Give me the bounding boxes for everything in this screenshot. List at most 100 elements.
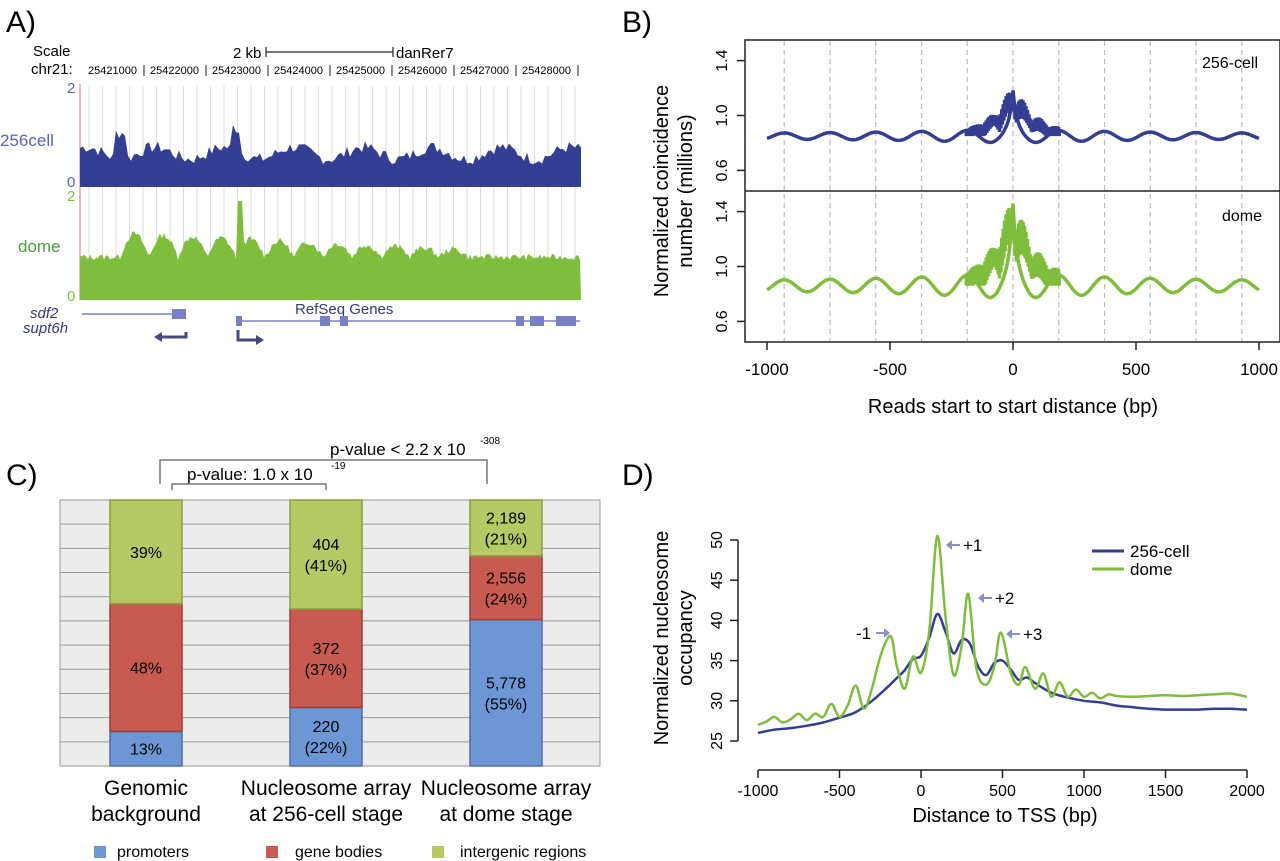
category-label: Genomic xyxy=(104,777,188,800)
bar-value-label: 372 xyxy=(313,641,340,658)
bar-segment-promoters xyxy=(109,730,183,767)
track-dome-area xyxy=(80,201,581,300)
track2-ymax: 2 xyxy=(67,188,75,205)
bar-value-label: 48% xyxy=(130,661,162,678)
category-label: Nucleosome array xyxy=(421,777,592,800)
b-ytick-label: 1.0 xyxy=(714,104,731,126)
d-ytick-label: 50 xyxy=(709,531,726,549)
annotation-minus1: -1 xyxy=(856,624,871,643)
b-ytick-label: 0.6 xyxy=(714,159,731,181)
legend-swatch-gene-bodies xyxy=(266,846,278,858)
plot-d-ylabel-line1: Normalized nucleosome xyxy=(651,531,673,746)
b-xtick-label: 0 xyxy=(1008,360,1017,379)
assembly-label: danRer7 xyxy=(396,45,454,62)
plot-d-axes: -1000 -500 0 500 1000 1500 2000 25 30 35 40 45 50 xyxy=(709,531,1265,800)
d-xtick-label: 0 xyxy=(917,783,926,800)
plot-c-legend: promoters gene bodies intergenic regions xyxy=(94,844,586,861)
plot-d-ylabel-line2: occupancy xyxy=(675,590,697,686)
peak-annotations: +1 +2 +3 -1 xyxy=(856,536,1042,644)
d-xtick-label: 1000 xyxy=(1066,783,1102,800)
bar-value-label: (22%) xyxy=(305,740,348,757)
scale-label: Scale xyxy=(33,43,71,60)
line-256-cell xyxy=(766,90,1260,145)
plot-c-category-labels: Genomic background Nucleosome array at 256-… xyxy=(91,777,592,826)
line-dome xyxy=(766,203,1260,300)
b-ytick-label: 1.4 xyxy=(714,200,731,222)
panel-b-coincidence-plot: -1000 -500 0 500 1000 0.6 1.0 1.4 0.6 1.0 1.4 256-… xyxy=(651,39,1280,418)
panel-c-stacked-bars: 13% 48% 39% 220 (22%) 372 (37%) 404 (41%) 5,778 (5… xyxy=(59,436,601,861)
bar-value-label: 220 xyxy=(313,719,340,736)
line-256-cell-occupancy xyxy=(757,612,1248,735)
pvalue-2-text: p-value < 2.2 x 10 xyxy=(330,440,466,459)
annotation-plus1: +1 xyxy=(963,536,982,555)
bar-segment-gene-bodies xyxy=(109,602,183,733)
d-xtick-label: 1500 xyxy=(1148,783,1184,800)
d-ytick-label: 30 xyxy=(709,692,726,710)
gene-supt6h-model xyxy=(236,316,580,345)
panel-label-d: D) xyxy=(622,459,654,492)
coord-tick-label: 25428000 xyxy=(522,65,571,77)
annotation-plus3: +3 xyxy=(1023,625,1042,644)
pvalue-bracket-2: p-value < 2.2 x 10 -308 xyxy=(159,436,500,484)
coord-tick-label: 25424000 xyxy=(274,65,323,77)
gene-sdf2-model xyxy=(82,309,188,342)
plot-d-legend: 256-cell dome xyxy=(1092,542,1190,579)
d-ytick-label: 40 xyxy=(709,611,726,629)
legend-swatch-intergenic xyxy=(432,846,444,858)
d-xtick-label: -500 xyxy=(823,783,855,800)
plot-b-xlabel: Reads start to start distance (bp) xyxy=(868,396,1158,418)
track2-name: dome xyxy=(18,237,61,256)
coord-tick-label: 25421000 xyxy=(88,65,137,77)
bar-value-label: 2,556 xyxy=(486,570,526,587)
b-ytick-label: 0.6 xyxy=(714,310,731,332)
d-xtick-label: 2000 xyxy=(1229,783,1265,800)
bar-value-label: 5,778 xyxy=(486,675,526,692)
legend-label-dome: dome xyxy=(1130,560,1173,579)
category-label: Nucleosome array xyxy=(241,777,412,800)
scale-bar-label: 2 kb xyxy=(233,45,261,62)
coord-tick-label: 25423000 xyxy=(212,65,261,77)
bar-value-label: 13% xyxy=(130,742,162,759)
b-ytick-label: 1.0 xyxy=(714,255,731,277)
track-256cell-area xyxy=(80,124,581,187)
legend-label-256-cell: 256-cell xyxy=(1130,542,1190,561)
plot-d-xlabel: Distance to TSS (bp) xyxy=(912,805,1097,827)
panel-label-a: A) xyxy=(6,6,36,39)
pvalue-bracket-1: p-value: 1.0 x 10 -19 xyxy=(171,461,346,490)
b-ytick-label: 1.4 xyxy=(714,49,731,71)
coord-tick-label: 25422000 xyxy=(150,65,199,77)
coord-tick-label: 25426000 xyxy=(398,65,447,77)
coord-tick-label: 25427000 xyxy=(460,65,509,77)
gene-supt6h-label: supt6h xyxy=(23,320,68,337)
bar-value-label: (24%) xyxy=(485,591,528,608)
series-label-dome: dome xyxy=(1222,208,1262,225)
bar-value-label: (21%) xyxy=(485,531,528,548)
d-ytick-label: 25 xyxy=(709,732,726,750)
d-ytick-label: 45 xyxy=(709,571,726,589)
track2-ymin: 0 xyxy=(67,288,75,305)
bar-value-label: (37%) xyxy=(305,662,348,679)
coordinate-ticks: 25421000 25422000 25423000 25424000 25425000… xyxy=(88,65,579,77)
d-ytick-label: 35 xyxy=(709,652,726,670)
bar-segment-gene-bodies xyxy=(469,555,543,621)
plot-b-ylabel-line1: Normalized coincidence xyxy=(651,85,673,297)
plot-b-axes: -1000 -500 0 500 1000 0.6 1.0 1.4 0.6 1.0 1.4 xyxy=(714,49,1278,379)
b-xtick-label: -1000 xyxy=(745,360,788,379)
line-dome-occupancy xyxy=(757,534,1248,727)
bar-value-label: 39% xyxy=(130,545,162,562)
bar-segment-promoters xyxy=(289,706,363,767)
track1-ymax: 2 xyxy=(67,80,75,97)
category-label: background xyxy=(91,803,201,826)
refseq-track-label: RefSeq Genes xyxy=(295,301,393,318)
panel-label-c: C) xyxy=(6,459,38,492)
bar-value-label: (55%) xyxy=(485,696,528,713)
panel-d-occupancy-plot: -1000 -500 0 500 1000 1500 2000 25 30 35 40 45 50 25… xyxy=(651,531,1265,827)
category-label: at dome stage xyxy=(439,803,572,826)
bar-value-label: (41%) xyxy=(305,558,348,575)
bar-segment-intergenic-regions xyxy=(109,499,183,605)
plot-c-bars: 13% 48% 39% 220 (22%) 372 (37%) 404 (41%) 5,778 (5… xyxy=(109,499,543,767)
track1-name: 256cell xyxy=(0,131,54,150)
b-xtick-label: 500 xyxy=(1122,360,1150,379)
legend-swatch-promoters xyxy=(94,846,106,858)
